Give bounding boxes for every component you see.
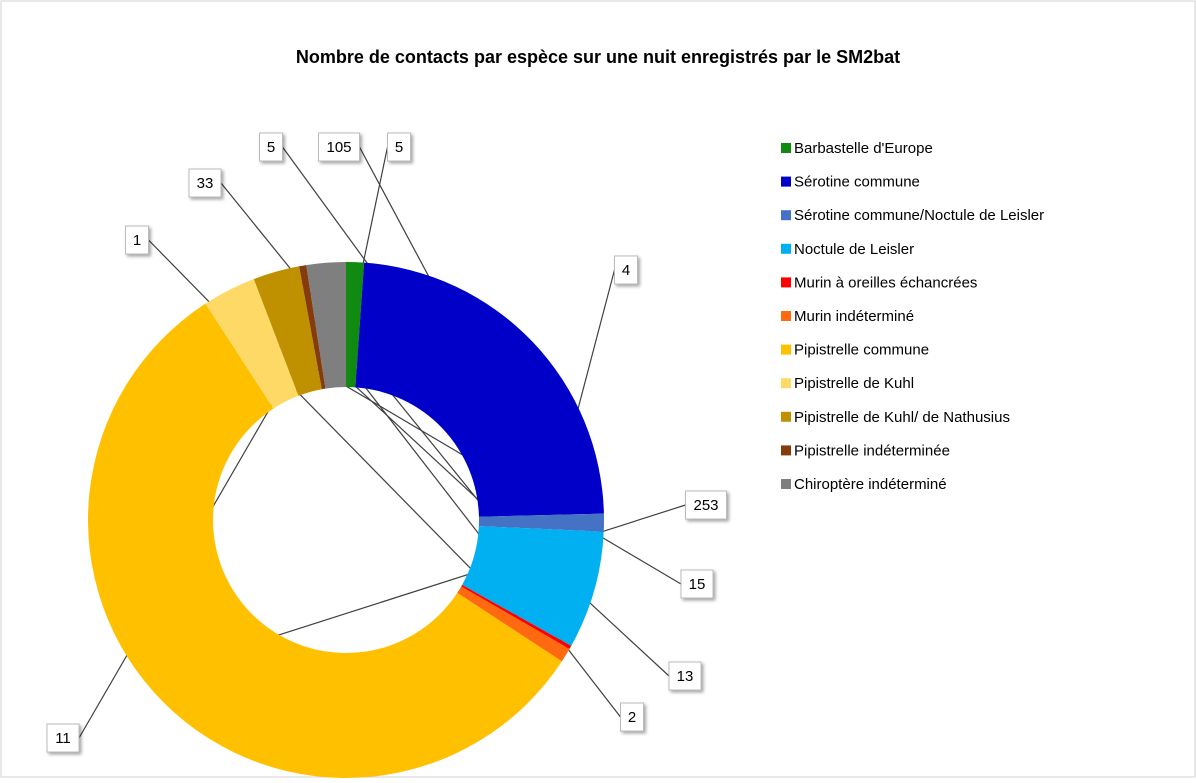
legend-swatch bbox=[781, 210, 791, 221]
legend-swatch bbox=[781, 243, 791, 254]
data-label-box bbox=[620, 702, 644, 732]
donut-slice bbox=[87, 303, 562, 779]
data-label: 5 bbox=[267, 139, 275, 156]
donut-slice bbox=[355, 262, 604, 517]
donut-slice bbox=[478, 513, 604, 532]
legend-label: Sérotine commune/Noctule de Leisler bbox=[794, 207, 1044, 224]
data-label-box bbox=[125, 225, 149, 255]
legend-label: Murin indéterminé bbox=[794, 308, 914, 325]
legend-label: Sérotine commune bbox=[794, 174, 920, 191]
data-label: 33 bbox=[197, 175, 214, 192]
data-label: 15 bbox=[689, 576, 706, 593]
donut-slice bbox=[457, 586, 570, 662]
data-label: 5 bbox=[395, 139, 403, 156]
data-label-box bbox=[668, 661, 702, 691]
data-label: 11 bbox=[55, 730, 71, 747]
legend-label: Pipistrelle indéterminée bbox=[794, 442, 950, 459]
data-label-box bbox=[680, 569, 714, 599]
legend-swatch bbox=[781, 311, 791, 321]
donut-slice bbox=[299, 265, 326, 390]
legend-swatch bbox=[781, 344, 791, 355]
legend-swatch bbox=[781, 176, 791, 187]
data-label: 1 bbox=[133, 232, 141, 249]
donut-slice bbox=[346, 262, 365, 388]
donut-slice bbox=[205, 279, 299, 409]
legend-swatch bbox=[781, 378, 791, 389]
data-label-box bbox=[387, 132, 411, 162]
data-label: 2 bbox=[628, 709, 636, 726]
legend-swatch bbox=[781, 445, 791, 456]
data-label-box bbox=[46, 723, 80, 753]
legend-swatch bbox=[781, 277, 791, 288]
data-label-box bbox=[188, 168, 222, 198]
legend-swatch bbox=[781, 143, 791, 153]
legend-label: Pipistrelle commune bbox=[794, 342, 929, 359]
legend-label: Pipistrelle de Kuhl bbox=[794, 375, 914, 392]
data-label: 105 bbox=[326, 139, 351, 156]
legend-swatch bbox=[781, 479, 791, 489]
data-label-box bbox=[614, 255, 638, 285]
donut-slice bbox=[461, 584, 572, 649]
data-label-box bbox=[685, 490, 727, 520]
legend-label: Barbastelle d'Europe bbox=[794, 140, 933, 157]
donut-slice bbox=[253, 266, 322, 396]
legend-label: Noctule de Leisler bbox=[794, 241, 914, 258]
donut-slice bbox=[306, 262, 346, 389]
data-label-box bbox=[259, 132, 283, 162]
legend-label: Chiroptère indéterminé bbox=[794, 476, 947, 493]
legend-swatch bbox=[781, 411, 791, 422]
data-label: 4 bbox=[622, 262, 630, 279]
legend-label: Murin à oreilles échancrées bbox=[794, 274, 977, 291]
chart-title: Nombre de contacts par espèce sur une nu… bbox=[296, 47, 900, 67]
donut-slice bbox=[462, 526, 604, 646]
data-label: 13 bbox=[677, 668, 694, 685]
data-label-box bbox=[318, 132, 360, 162]
legend-label: Pipistrelle de Kuhl/ de Nathusius bbox=[794, 409, 1010, 426]
data-label: 253 bbox=[693, 497, 718, 514]
leader-line bbox=[207, 504, 686, 659]
